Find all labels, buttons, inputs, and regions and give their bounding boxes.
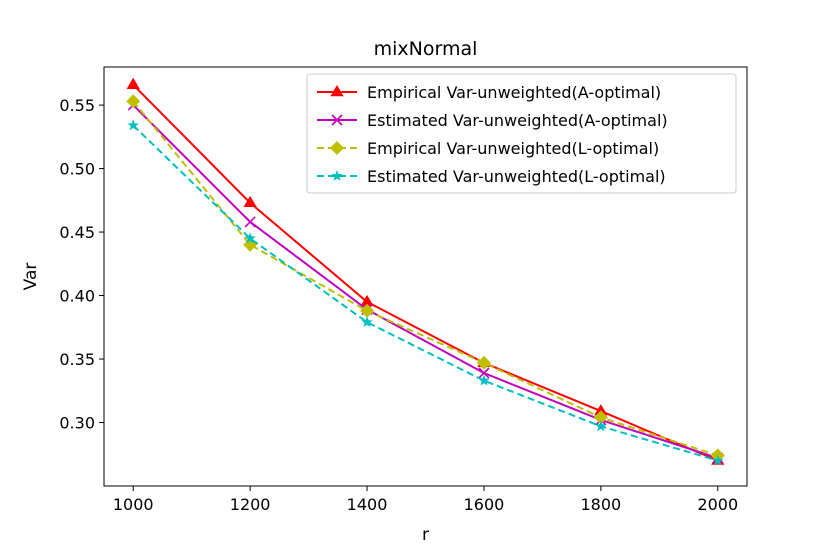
x-tick-label: 1000 (113, 495, 154, 514)
y-tick-label: 0.35 (59, 350, 95, 369)
y-tick-label: 0.55 (59, 96, 95, 115)
y-tick-label: 0.45 (59, 223, 95, 242)
legend-item: Estimated Var-unweighted(L-optimal) (317, 167, 666, 186)
x-tick-label: 1600 (464, 495, 505, 514)
data-point (595, 420, 607, 432)
legend-item: Empirical Var-unweighted(L-optimal) (317, 139, 659, 158)
legend-item: Estimated Var-unweighted(A-optimal) (317, 111, 668, 130)
x-axis-label: r (422, 525, 429, 545)
data-point (712, 454, 724, 466)
data-point (126, 94, 141, 109)
legend-marker (330, 85, 344, 97)
legend-label: Empirical Var-unweighted(A-optimal) (367, 83, 661, 102)
data-point (244, 216, 256, 228)
legend-label: Estimated Var-unweighted(A-optimal) (367, 111, 668, 130)
series-layer (126, 77, 725, 466)
data-point (476, 355, 491, 370)
data-point (478, 374, 490, 386)
legend: Empirical Var-unweighted(A-optimal) Estim… (306, 73, 737, 194)
data-point (594, 404, 608, 416)
chart-title: mixNormal (374, 38, 478, 60)
legend-marker (331, 114, 343, 126)
data-point (360, 294, 374, 307)
series-4 (127, 119, 724, 466)
legend-marker (330, 141, 344, 155)
legend-marker (331, 170, 343, 181)
x-tick-label: 1400 (347, 495, 388, 514)
data-point (244, 232, 256, 244)
series-line (132, 104, 719, 460)
x-tick-label: 1800 (581, 495, 622, 514)
data-point (593, 410, 608, 425)
series-line (132, 84, 719, 462)
x-tick-label: 1200 (230, 495, 271, 514)
y-tick-label: 0.50 (59, 160, 95, 179)
data-point (126, 77, 140, 89)
legend-label: Estimated Var-unweighted(L-optimal) (367, 167, 666, 186)
x-tick-label: 2000 (697, 495, 738, 514)
series-line (132, 124, 719, 462)
legend-box (306, 73, 737, 194)
legend-label: Empirical Var-unweighted(L-optimal) (367, 139, 659, 158)
y-tick-label: 0.40 (59, 287, 95, 306)
y-tick-label: 0.30 (59, 414, 95, 433)
data-point (478, 367, 490, 379)
y-axis-label: Var (21, 263, 41, 291)
data-point (360, 303, 375, 318)
data-point (127, 119, 139, 131)
data-point (361, 316, 373, 328)
ticks-layer: 1000 1200 1400 1600 1800 2000 0.30 0.35 0.40 0.45… (59, 96, 738, 514)
plot-frame (103, 66, 748, 487)
data-point (243, 195, 257, 208)
legend-item: Empirical Var-unweighted(A-optimal) (317, 83, 661, 102)
